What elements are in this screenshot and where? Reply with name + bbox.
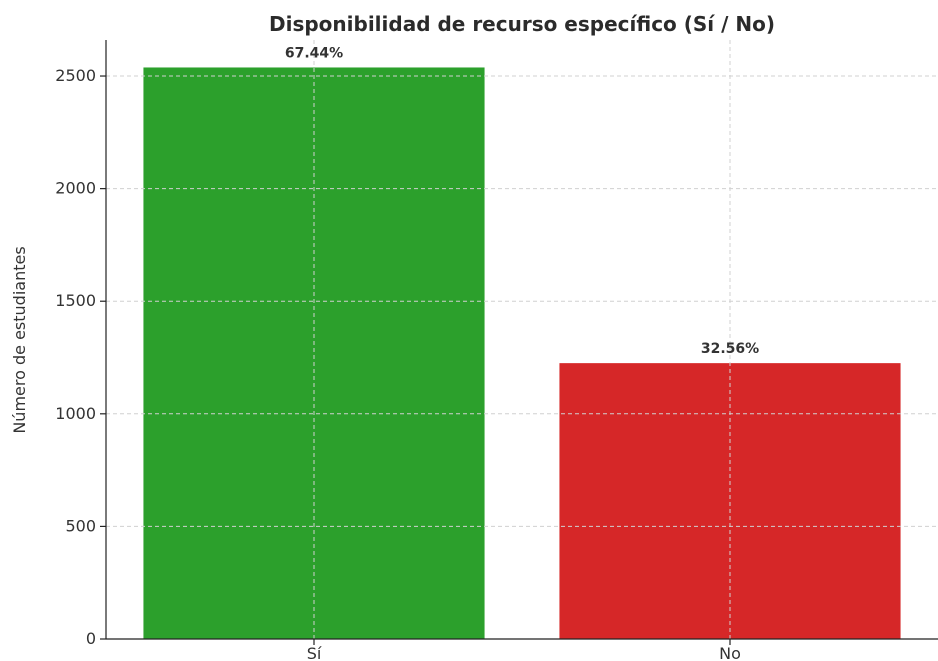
grid: [106, 40, 938, 639]
y-tick-label: 2500: [55, 66, 96, 85]
y-tick-label: 2000: [55, 179, 96, 198]
data-label: 67.44%: [285, 45, 343, 61]
chart-title: Disponibilidad de recurso específico (Sí…: [269, 12, 775, 36]
y-tick-label: 1000: [55, 404, 96, 423]
axes: 0 500 1000 1500 2000 2500 Sí No: [55, 40, 938, 661]
y-axis-label: Número de estudiantes: [10, 246, 29, 433]
y-tick-label: 1500: [55, 291, 96, 310]
x-tick-label: Sí: [307, 644, 322, 661]
bars: [143, 67, 901, 640]
y-tick-label: 0: [86, 629, 96, 648]
data-label: 32.56%: [701, 341, 759, 357]
x-tick-label: No: [719, 644, 741, 661]
data-labels: 67.44% 32.56%: [285, 45, 759, 357]
y-tick-label: 500: [65, 516, 96, 535]
